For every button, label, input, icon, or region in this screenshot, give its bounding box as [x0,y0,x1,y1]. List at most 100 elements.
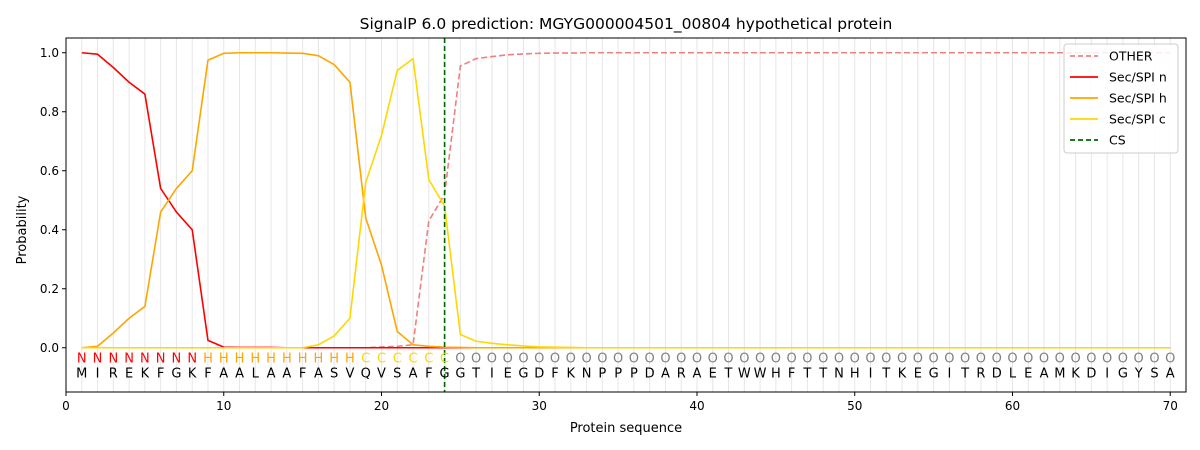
region-label: O [1134,352,1144,367]
residue-label: T [471,366,480,381]
y-axis-label: Probability [15,195,30,264]
residue-label: F [299,366,306,381]
residue-label: A [1166,366,1175,381]
region-label: O [928,352,938,367]
y-tick-label: 0.6 [40,164,59,178]
residue-label: Y [1134,366,1143,381]
residue-label: E [125,366,133,381]
residue-label: A [235,366,244,381]
residue-label: N [834,366,844,381]
region-label: N [156,352,166,367]
region-label: O [960,352,970,367]
region-label: O [1023,352,1033,367]
region-label: N [140,352,150,367]
region-label: O [581,352,591,367]
residue-label: A [219,366,228,381]
region-label: C [393,352,402,367]
residue-label: K [1071,366,1080,381]
region-label: C [409,352,418,367]
residue-label: A [661,366,670,381]
residue-label: K [567,366,576,381]
region-label: O [992,352,1002,367]
chart-title: SignalP 6.0 prediction: MGYG000004501_00… [360,15,893,34]
residue-label: T [960,366,969,381]
region-label: O [613,352,623,367]
residue-label: I [869,366,873,381]
residue-label: Q [361,366,371,381]
region-label: O [976,352,986,367]
region-label: O [913,352,923,367]
residue-label: G [518,366,528,381]
residue-label: G [929,366,939,381]
region-label: O [534,352,544,367]
x-tick-label: 60 [1005,399,1020,413]
legend-label: Sec/SPI h [1109,91,1167,106]
residue-label: S [393,366,401,381]
residue-label: W [738,366,751,381]
x-tick-label: 0 [62,399,70,413]
residue-label: S [330,366,338,381]
residue-label: I [490,366,494,381]
residue-label: T [724,366,733,381]
legend-label: Sec/SPI c [1109,112,1166,127]
residue-label: E [709,366,717,381]
region-label: H [345,352,355,367]
region-label: N [124,352,134,367]
residue-label: K [898,366,907,381]
region-label: H [298,352,308,367]
region-label: O [503,352,513,367]
region-label: H [282,352,292,367]
region-label: O [1102,352,1112,367]
region-label: C [424,352,433,367]
region-label: O [850,352,860,367]
region-label: H [314,352,324,367]
residue-label: E [504,366,512,381]
region-label: N [187,352,197,367]
region-label: O [802,352,812,367]
region-label: O [1007,352,1017,367]
region-label: O [487,352,497,367]
region-label: N [172,352,182,367]
residue-label: V [345,366,354,381]
region-label: H [329,352,339,367]
x-tick-label: 70 [1163,399,1178,413]
residue-label: D [1086,366,1096,381]
residue-label: R [976,366,985,381]
residue-label: M [76,366,87,381]
residue-label: F [425,366,432,381]
region-label: O [566,352,576,367]
residue-label: W [754,366,767,381]
residue-label: R [109,366,118,381]
x-tick-label: 10 [216,399,231,413]
region-label: O [881,352,891,367]
residue-label: T [802,366,811,381]
residue-label: K [141,366,150,381]
region-label: O [1086,352,1096,367]
region-label: O [755,352,765,367]
region-label: O [818,352,828,367]
residue-label: G [455,366,465,381]
residue-label: A [1040,366,1049,381]
y-tick-label: 0.2 [40,282,59,296]
residue-label: R [677,366,686,381]
region-label: O [676,352,686,367]
x-tick-label: 30 [532,399,547,413]
residue-label: I [947,366,951,381]
residue-label: A [409,366,418,381]
residue-label: A [267,366,276,381]
region-label: H [219,352,229,367]
region-label: O [897,352,907,367]
residue-label: L [1009,366,1017,381]
region-label: O [629,352,639,367]
region-label: H [235,352,245,367]
x-tick-label: 40 [689,399,704,413]
region-label: O [1055,352,1065,367]
region-label: H [266,352,276,367]
x-tick-label: 50 [847,399,862,413]
region-label: O [723,352,733,367]
legend-label: OTHER [1109,49,1153,64]
region-label: H [250,352,260,367]
region-label: O [660,352,670,367]
